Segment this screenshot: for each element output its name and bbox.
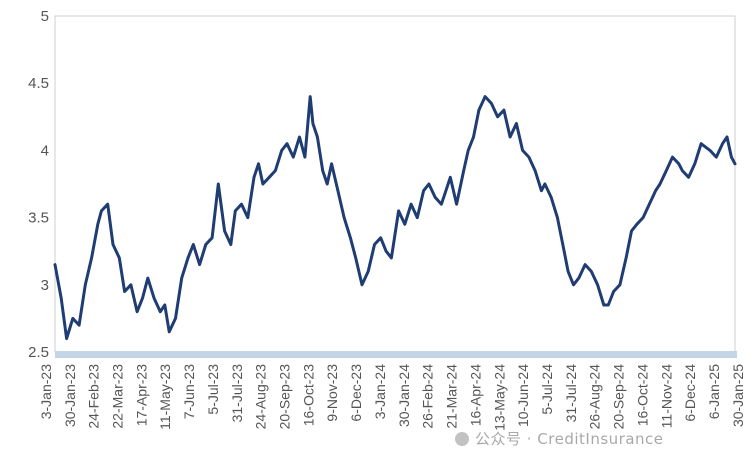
x-tick-label: 22-Mar-23 [109,364,125,429]
y-tick-label: 4.5 [28,75,49,92]
y-axis-ticks: 2.5 3 3.5 4 4.5 5 [28,8,49,361]
x-tick-label: 16-Oct-24 [634,364,650,426]
y-tick-label: 3.5 [28,210,49,227]
x-tick-label: 5-Jul-23 [205,364,221,415]
y-tick-label: 3 [41,277,49,294]
x-tick-label: 6-Jan-25 [706,364,722,419]
x-tick-label: 30-Jan-24 [396,364,412,427]
x-tick-label: 9-Nov-23 [324,364,340,422]
x-tick-label: 31-Jul-23 [229,364,245,423]
y-tick-label: 5 [41,8,49,25]
x-tick-label: 13-May-24 [491,364,507,431]
x-tick-label: 16-Apr-24 [467,364,483,426]
x-tick-label: 6-Dec-23 [348,364,364,422]
x-tick-label: 3-Jan-23 [38,364,54,419]
x-tick-label: 10-Jun-24 [515,364,531,427]
watermark-text: 公众号 · CreditInsurance [475,430,664,448]
x-tick-label: 3-Jan-24 [372,364,388,419]
x-tick-label: 21-Mar-24 [444,364,460,429]
series-line [53,95,737,341]
x-tick-label: 11-May-23 [157,364,173,430]
x-axis-band [55,351,737,358]
x-tick-label: 31-Jul-24 [563,364,579,423]
y-tick-label: 2.5 [28,344,49,361]
x-tick-label: 24-Feb-23 [86,364,102,429]
plot-area [54,15,736,353]
x-tick-label: 17-Apr-23 [133,364,149,426]
watermark: 公众号 · CreditInsurance [455,428,664,449]
x-tick-label: 26-Feb-24 [420,364,436,429]
x-tick-label: 20-Sep-23 [277,364,293,430]
x-tick-label: 20-Sep-24 [611,364,627,430]
x-tick-label: 11-Nov-24 [658,364,674,429]
x-tick-label: 7-Jun-23 [181,364,197,419]
x-tick-label: 5-Jul-24 [539,364,555,415]
x-tick-label: 30-Jan-23 [62,364,78,427]
x-tick-label: 26-Aug-24 [587,364,603,430]
y-tick-label: 4 [41,142,49,159]
x-axis-ticks: 3-Jan-23 30-Jan-23 24-Feb-23 22-Mar-23 17-Ap… [38,364,746,431]
wechat-icon [455,432,469,446]
x-tick-label: 16-Oct-23 [300,364,316,426]
x-tick-label: 6-Dec-24 [682,364,698,422]
x-tick-label: 30-Jan-25 [730,364,746,427]
x-tick-label: 24-Aug-23 [253,364,269,430]
